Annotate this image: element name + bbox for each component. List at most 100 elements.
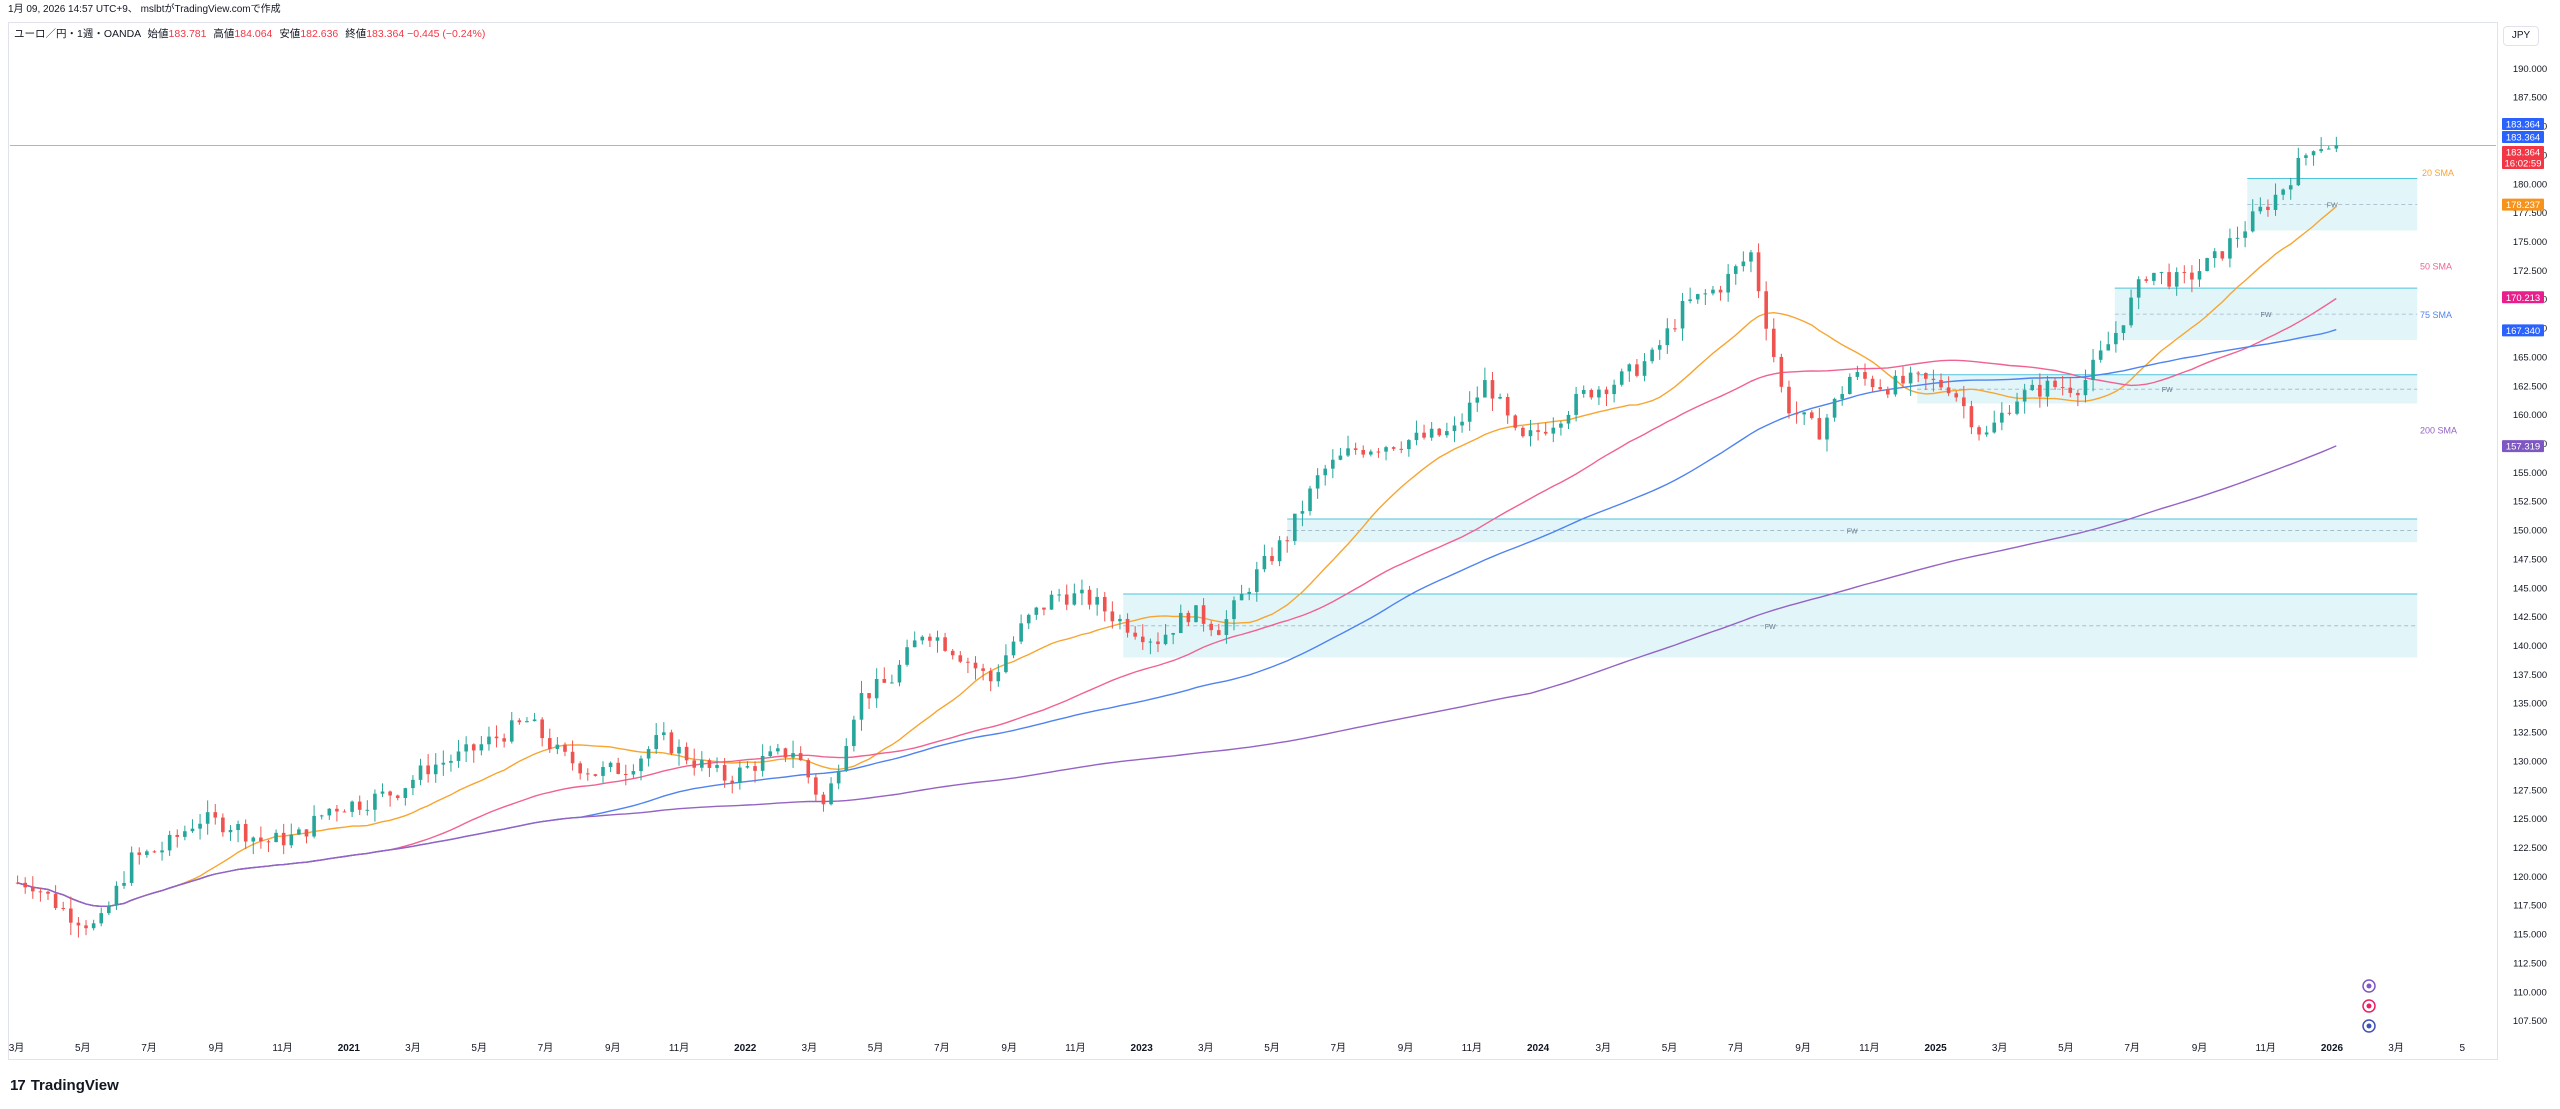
symbol-title[interactable]: ユーロ／円・1週・OANDA	[14, 28, 141, 40]
x-tick-label: 7月	[934, 1042, 950, 1054]
record-icon[interactable]	[2362, 1019, 2376, 1033]
candle-body	[570, 751, 575, 764]
candle-body	[479, 744, 484, 751]
low-value: 182.636	[300, 28, 339, 40]
candle-body	[46, 891, 50, 894]
y-tick-label: 125.000	[2513, 814, 2547, 825]
x-tick-label: 7月	[2124, 1042, 2140, 1054]
candle-body	[1505, 396, 1510, 416]
candle-body	[1597, 389, 1601, 398]
candle-body	[1886, 389, 1890, 395]
fvg-zone-label: FW	[1847, 529, 1858, 536]
candle-body	[935, 637, 940, 641]
candle-body	[1794, 413, 1799, 415]
candle-body	[1072, 593, 1077, 605]
candle-body	[2273, 194, 2278, 210]
candle-body	[601, 767, 605, 776]
candle-body	[2212, 251, 2217, 259]
candle-body	[1239, 593, 1244, 601]
candle-body	[2144, 279, 2149, 281]
candle-body	[981, 668, 985, 671]
y-tick-label: 187.500	[2513, 93, 2547, 104]
ohlc-legend: ユーロ／円・1週・OANDA 始値183.781 高値184.064 安値182…	[14, 26, 485, 42]
y-tick-label: 115.000	[2513, 930, 2547, 941]
x-tick-label: 5月	[1662, 1042, 1678, 1054]
candle-body	[2281, 189, 2285, 195]
candle-body	[1604, 389, 1609, 395]
candle-body	[2174, 272, 2179, 287]
lightning-icon[interactable]	[2362, 979, 2376, 993]
x-tick-label: 9月	[209, 1042, 225, 1054]
candle-body	[2311, 151, 2316, 156]
candle-body	[84, 925, 88, 929]
candle-body	[243, 823, 248, 842]
candle-body	[768, 751, 773, 756]
candle-body	[1323, 468, 1328, 476]
candle-body	[1049, 594, 1054, 610]
candle-body	[1840, 394, 1844, 399]
candle-body	[2015, 401, 2019, 414]
candle-body	[1635, 364, 1639, 376]
candle-body	[335, 808, 339, 812]
candle-body	[1407, 440, 1411, 450]
candle-body	[91, 923, 96, 929]
ma-label: 200 SMA	[2420, 426, 2457, 436]
candle-body	[662, 732, 666, 736]
candle-body	[829, 783, 833, 805]
price-badge	[2502, 440, 2544, 453]
candle-body	[950, 650, 955, 656]
candle-body	[1346, 448, 1350, 456]
candle-body	[2182, 272, 2187, 274]
candle-body	[1924, 373, 1928, 379]
candle-body	[1863, 372, 1867, 379]
x-tick-label: 9月	[1001, 1042, 1017, 1054]
candle-body	[152, 851, 157, 853]
candle-body	[494, 736, 499, 739]
candle-body	[107, 905, 111, 914]
candle-body	[2045, 380, 2050, 397]
candle-body	[281, 832, 286, 846]
candle-body	[31, 887, 35, 892]
x-tick-label: 5月	[75, 1042, 91, 1054]
candle-body	[1528, 430, 1533, 437]
candle-body	[525, 721, 529, 723]
candle-body	[114, 885, 119, 906]
candle-body	[411, 779, 415, 789]
candle-body	[1171, 633, 1175, 635]
candle-body	[327, 808, 332, 816]
candle-body	[1186, 612, 1191, 623]
ma-label: 50 SMA	[2420, 262, 2452, 272]
flag-icon[interactable]	[2362, 999, 2376, 1013]
x-tick-label: 7月	[538, 1042, 554, 1054]
currency-button[interactable]: JPY	[2503, 26, 2539, 46]
candle-body	[798, 753, 803, 761]
candle-body	[715, 765, 719, 768]
price-chart[interactable]: FW FW FW FW FW 107.500 110.000 112.500 115.000 1…	[0, 0, 2560, 1070]
candle-body	[15, 882, 20, 884]
tradingview-logo[interactable]: 17 TradingView	[10, 1075, 119, 1095]
candle-body	[1711, 289, 1715, 294]
candle-body	[2258, 206, 2263, 212]
candle-body	[1612, 384, 1616, 395]
candle-body	[814, 777, 818, 795]
x-tick-label: 11月	[1462, 1042, 1482, 1054]
candle-body	[205, 812, 210, 824]
x-tick-label: 11月	[1065, 1042, 1085, 1054]
x-tick-label: 11月	[2256, 1042, 2276, 1054]
candle-body	[859, 693, 864, 720]
candle-body	[578, 763, 582, 774]
candle-body	[639, 758, 643, 772]
candle-body	[1483, 380, 1487, 398]
x-tick-label: 5月	[868, 1042, 884, 1054]
price-badge-text: 167.340	[2506, 326, 2540, 337]
candle-body	[1749, 252, 1753, 262]
candle-body	[23, 882, 28, 888]
candle-body	[1201, 605, 1206, 624]
chart-frame	[8, 22, 2498, 1060]
candle-body	[1718, 289, 1723, 293]
candle-body	[684, 746, 689, 761]
candle-body	[1657, 345, 1662, 350]
x-tick-label: 9月	[2192, 1042, 2208, 1054]
candle-body	[1855, 372, 1860, 377]
candle-body	[433, 764, 438, 775]
